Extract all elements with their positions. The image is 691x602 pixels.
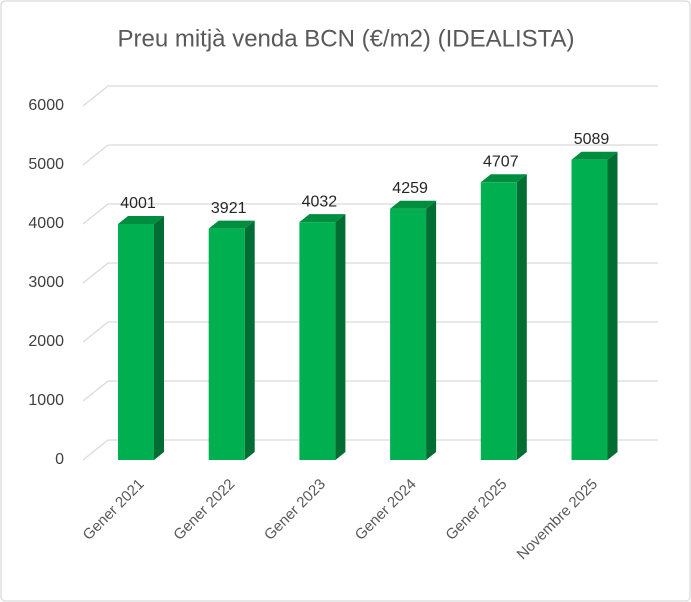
bar-side [335, 214, 346, 460]
bar-top [208, 220, 255, 229]
grid-line [82, 203, 658, 225]
y-tick-label: 5000 [28, 156, 64, 173]
bar-side [426, 200, 437, 460]
bar [208, 228, 245, 460]
grid-line [82, 439, 658, 461]
y-tick-label: 3000 [28, 274, 64, 291]
bar-top [299, 214, 346, 223]
value-label: 4001 [120, 195, 156, 212]
grid-line [82, 85, 658, 107]
grid-line [82, 321, 658, 343]
bar-top [480, 174, 527, 183]
value-label: 3921 [211, 200, 247, 217]
value-label: 4707 [483, 154, 519, 171]
bar [571, 159, 608, 460]
bar-top [571, 151, 618, 160]
bar-side [516, 174, 527, 461]
y-tick-label: 0 [55, 451, 64, 468]
bar-side [154, 215, 164, 460]
value-label: 4032 [302, 193, 338, 210]
y-tick-label: 2000 [28, 333, 64, 350]
bar-top [118, 215, 164, 224]
bar [299, 222, 336, 460]
y-tick-label: 6000 [28, 97, 64, 114]
value-label: 5089 [574, 131, 610, 148]
bar [480, 182, 517, 461]
bar-side [244, 220, 255, 460]
bar [118, 223, 154, 460]
grid-line [82, 380, 658, 402]
grid-line [82, 262, 658, 284]
value-label: 4259 [392, 180, 428, 197]
bar-top [390, 200, 437, 209]
y-tick-label: 1000 [28, 392, 64, 409]
bar [390, 208, 427, 460]
y-tick-label: 4000 [28, 215, 64, 232]
grid-line [82, 144, 658, 166]
chart-title: Preu mitjà venda BCN (€/m2) (IDEALISTA) [117, 25, 574, 52]
bar-side [607, 151, 618, 460]
